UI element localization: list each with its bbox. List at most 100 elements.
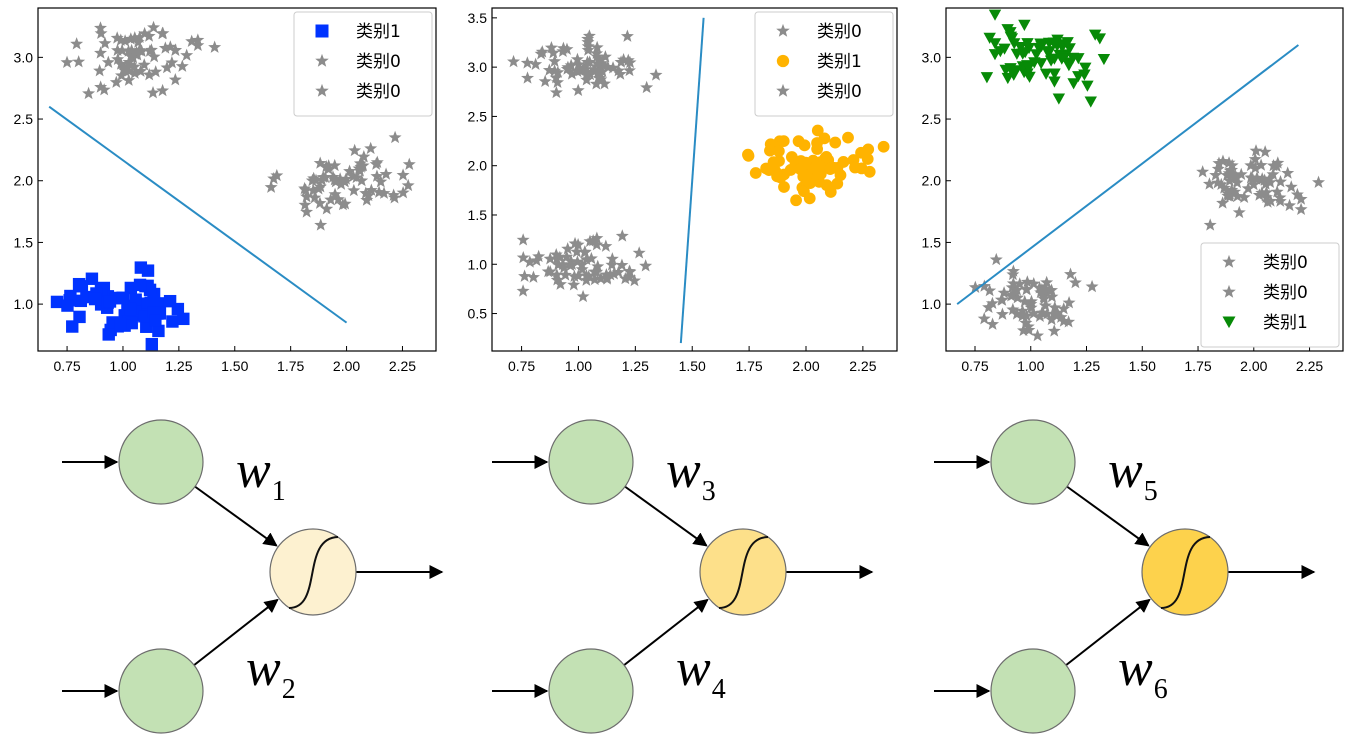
data-point — [111, 43, 124, 56]
data-point — [1078, 69, 1091, 81]
data-point — [1001, 72, 1015, 85]
x-tick-label: 0.75 — [53, 358, 80, 374]
data-point — [618, 271, 632, 285]
data-point — [1020, 309, 1034, 322]
data-point — [1033, 281, 1047, 294]
data-point — [798, 139, 811, 152]
data-point — [849, 161, 861, 174]
data-point — [803, 192, 816, 205]
data-point — [1284, 180, 1298, 193]
input-neuron — [548, 419, 634, 505]
x-tick-label: 1.75 — [1184, 358, 1211, 374]
sigmoid-curve — [1160, 536, 1211, 609]
data-point — [1027, 306, 1041, 320]
decision-boundary-line — [48, 105, 348, 324]
data-point — [994, 293, 1008, 306]
data-point — [348, 143, 362, 157]
data-point — [143, 283, 157, 297]
data-point — [1040, 275, 1054, 289]
y-tick-label: 0.5 — [468, 306, 488, 322]
data-point — [550, 268, 564, 281]
data-point — [145, 337, 159, 351]
data-point — [570, 52, 584, 66]
data-point — [1270, 185, 1284, 198]
series-2 — [968, 252, 1099, 342]
data-point — [507, 54, 521, 68]
data-point — [778, 181, 790, 193]
data-point — [1266, 167, 1280, 181]
data-points — [50, 20, 416, 351]
data-point — [158, 41, 172, 54]
data-point — [177, 312, 190, 326]
x-tick-label: 1.50 — [221, 358, 248, 374]
data-point — [607, 267, 621, 280]
data-point — [165, 55, 179, 69]
data-point — [861, 153, 874, 165]
data-point — [370, 155, 384, 169]
weight-label: w4 — [676, 640, 726, 705]
data-point — [118, 34, 132, 47]
scatter-chart-3: 0.75 1.00 1.25 1.50 1.75 2.00 2.25 1.0 1.5 2.0 2.5… — [922, 7, 1344, 374]
data-point — [324, 193, 338, 206]
data-point — [794, 163, 807, 176]
data-point — [551, 65, 565, 79]
data-point — [877, 140, 890, 153]
data-point — [160, 60, 174, 74]
data-point — [764, 144, 776, 157]
data-point — [313, 180, 327, 193]
x-tick-label: 0.75 — [961, 358, 988, 374]
data-point — [548, 64, 562, 77]
data-point — [580, 67, 594, 80]
data-point — [590, 49, 604, 63]
data-points — [968, 9, 1326, 342]
y-tick-label: 2.0 — [922, 173, 942, 189]
data-point — [570, 255, 584, 268]
legend-box — [1200, 242, 1340, 348]
data-point — [548, 54, 562, 67]
y-tick-label: 3.5 — [468, 10, 488, 26]
data-point — [1018, 294, 1032, 308]
data-point — [543, 252, 557, 265]
data-point — [977, 312, 991, 325]
data-point — [208, 40, 222, 53]
data-point — [986, 317, 1000, 330]
data-point — [1228, 169, 1242, 182]
weight-connection-arrow — [1066, 485, 1150, 547]
data-point — [300, 190, 314, 203]
scatter-chart-2: 0.75 1.00 1.25 1.50 1.75 2.00 2.25 0.5 1.0 1.5 2.0… — [468, 7, 898, 374]
data-point — [614, 55, 628, 68]
data-point — [1055, 53, 1068, 65]
data-point — [122, 55, 136, 68]
legend-label: 类别1 — [817, 52, 862, 72]
data-point — [379, 167, 393, 180]
data-point — [1222, 166, 1236, 180]
data-point — [1004, 31, 1018, 43]
data-point — [742, 149, 755, 162]
data-point — [1211, 176, 1225, 189]
data-point — [598, 77, 611, 90]
legend-marker — [1222, 316, 1236, 329]
data-point — [1045, 312, 1059, 326]
data-point — [387, 188, 401, 201]
data-point — [530, 253, 544, 267]
data-point — [1024, 294, 1038, 308]
y-tick-label: 3.0 — [468, 59, 488, 75]
data-point — [70, 37, 84, 50]
data-point — [827, 161, 840, 174]
data-point — [85, 272, 99, 285]
data-point — [364, 141, 378, 155]
data-point — [1062, 315, 1076, 328]
data-point — [128, 31, 142, 44]
data-point — [790, 194, 802, 207]
legend-box — [754, 11, 894, 117]
data-point — [579, 252, 593, 266]
weight-label: w2 — [246, 640, 296, 705]
weight-letter: w — [236, 442, 271, 499]
x-tick-label: 1.00 — [565, 358, 592, 374]
data-point — [581, 43, 595, 56]
data-point — [600, 270, 614, 284]
data-point — [1274, 175, 1287, 188]
data-point — [518, 269, 532, 282]
data-point — [111, 52, 125, 65]
data-point — [355, 173, 369, 187]
